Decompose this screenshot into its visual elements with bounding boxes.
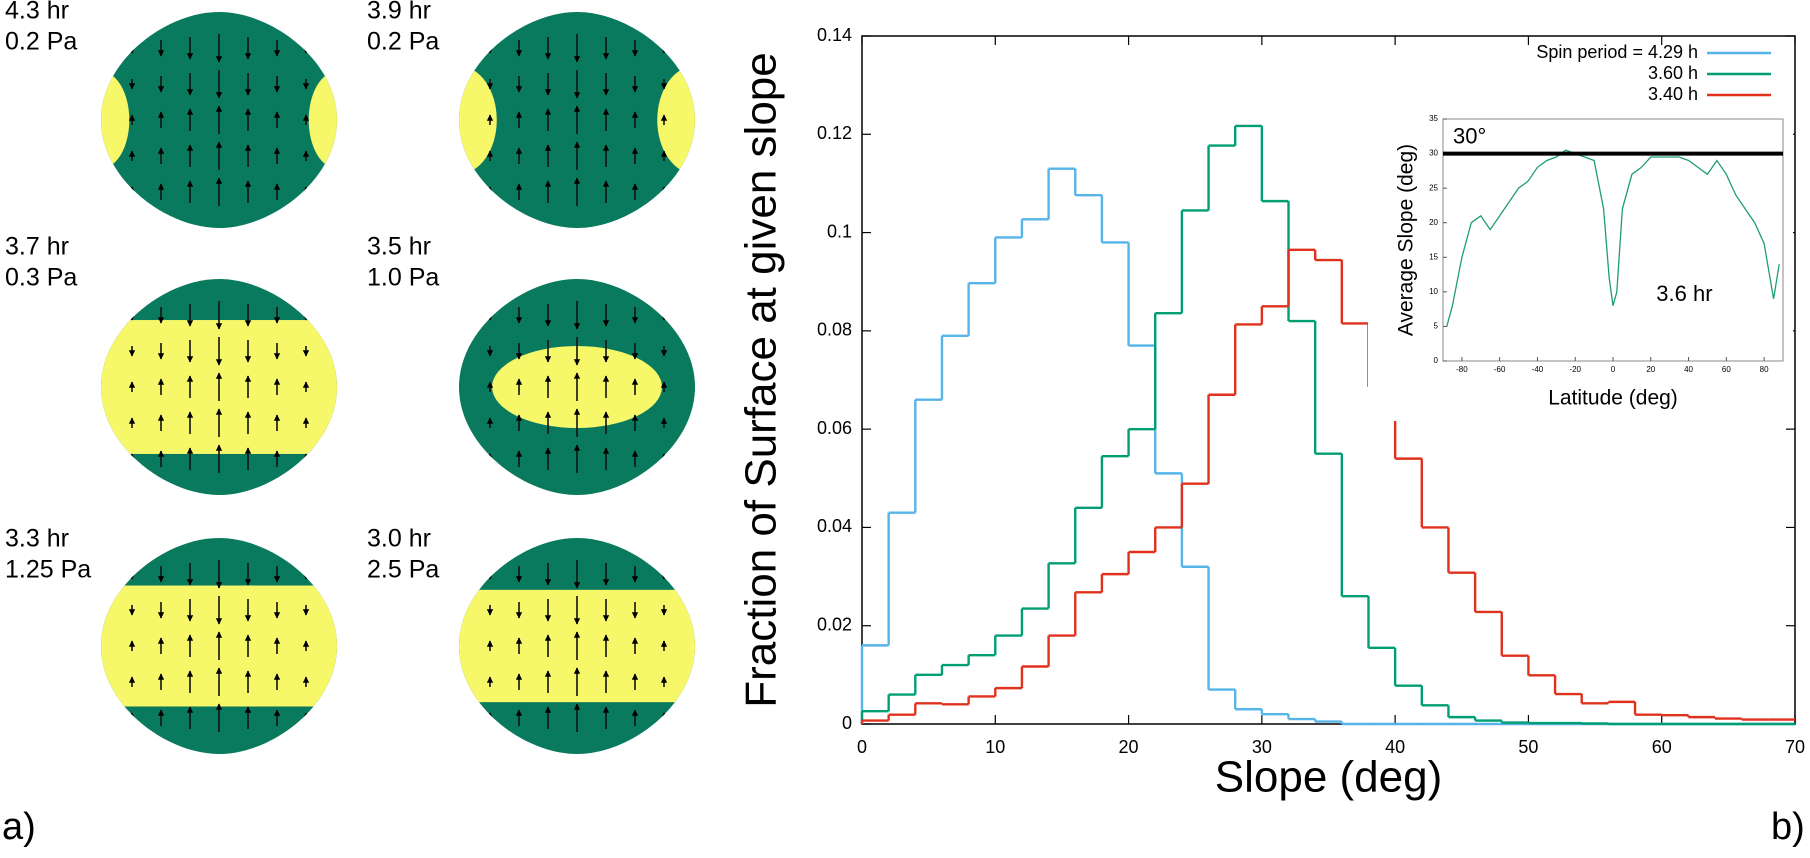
y-tick-label: 0 <box>842 713 852 733</box>
legend-label: 3.60 h <box>1648 63 1698 83</box>
failure-patch <box>657 66 695 174</box>
shape-rendering <box>459 279 695 495</box>
shape-label: 0.2 Pa <box>5 28 77 56</box>
x-tick-label: -80 <box>1456 365 1468 374</box>
x-tick-label: 60 <box>1722 365 1731 374</box>
y-tick-label: 20 <box>1429 218 1438 227</box>
shape-label: 3.0 hr <box>367 525 431 553</box>
x-tick-label: 10 <box>985 737 1005 757</box>
x-tick-label: 40 <box>1385 737 1405 757</box>
x-tick-label: 30 <box>1252 737 1272 757</box>
failure-patch <box>101 71 130 169</box>
x-tick-label: 20 <box>1646 365 1655 374</box>
failure-region <box>459 66 695 174</box>
failure-patch <box>308 71 337 169</box>
y-tick-label: 0.12 <box>817 123 852 143</box>
legend-label: Spin period = 4.29 h <box>1536 42 1698 62</box>
y-tick-label: 0.02 <box>817 614 852 634</box>
panel-label: a) <box>2 806 36 848</box>
shape-label: 3.3 hr <box>5 525 69 553</box>
shape-label: 1.0 Pa <box>367 264 439 292</box>
shape-label: 3.7 hr <box>5 233 69 261</box>
y-tick-label: 30 <box>1429 149 1438 158</box>
x-tick-label: 40 <box>1684 365 1693 374</box>
panel-a: 4.3 hr 0.2 Pa 3.9 hr 0.2 Pa 3.7 hr 0.3 Pa 3.5 … <box>5 0 695 754</box>
inset-chart: -80 -60 -40 -20 0 20 40 60 80 0 5 10 15 20 25 30 35 Latit… <box>1368 109 1793 421</box>
y-axis-label: Fraction of Surface at given slope <box>737 52 786 707</box>
y-tick-label: 10 <box>1429 287 1438 296</box>
y-tick-label: 35 <box>1429 114 1438 123</box>
y-tick-label: 0.14 <box>817 25 852 45</box>
x-tick-label: -20 <box>1569 365 1581 374</box>
shape-label: 3.9 hr <box>367 0 431 25</box>
x-tick-label: 70 <box>1785 737 1805 757</box>
x-axis-label: Latitude (deg) <box>1548 387 1678 410</box>
inset-background <box>1368 109 1793 421</box>
y-tick-label: 0.04 <box>817 516 852 536</box>
shape-label: 1.25 Pa <box>5 556 91 584</box>
x-tick-label: 20 <box>1119 737 1139 757</box>
x-axis-label: Slope (deg) <box>1215 753 1442 802</box>
shape-label: 4.3 hr <box>5 0 69 25</box>
shape-label: 2.5 Pa <box>367 556 439 584</box>
shape-rendering <box>459 538 695 754</box>
shape-label: 0.3 Pa <box>5 264 77 292</box>
x-tick-label: -40 <box>1532 365 1544 374</box>
x-tick-label: 0 <box>857 737 867 757</box>
y-tick-label: 15 <box>1429 252 1438 261</box>
annotation: 3.6 hr <box>1656 281 1712 306</box>
x-tick-label: 60 <box>1652 737 1672 757</box>
shape-rendering <box>101 12 337 228</box>
plot-frame <box>861 35 1796 725</box>
y-tick-label: 0.1 <box>827 221 852 241</box>
panel-label: b) <box>1771 806 1805 848</box>
y-tick-label: 25 <box>1429 183 1438 192</box>
legend-label: 3.40 h <box>1648 84 1698 104</box>
y-tick-label: 5 <box>1434 322 1439 331</box>
reference-label: 30° <box>1453 123 1486 148</box>
shape-rendering <box>101 279 337 495</box>
shape-label: 3.5 hr <box>367 233 431 261</box>
y-axis-label: Average Slope (deg) <box>1395 144 1418 336</box>
y-tick-label: 0.06 <box>817 418 852 438</box>
shape-label: 0.2 Pa <box>367 28 439 56</box>
y-tick-label: 0 <box>1434 356 1439 365</box>
x-tick-label: 0 <box>1611 365 1616 374</box>
shape-rendering <box>101 538 337 754</box>
failure-region <box>101 71 337 169</box>
x-tick-label: 80 <box>1760 365 1769 374</box>
x-tick-label: -60 <box>1494 365 1506 374</box>
y-tick-label: 0.08 <box>817 320 852 340</box>
failure-patch <box>459 66 497 174</box>
data-line <box>1446 149 1780 327</box>
shape-rendering <box>459 12 695 228</box>
x-tick-label: 50 <box>1518 737 1538 757</box>
